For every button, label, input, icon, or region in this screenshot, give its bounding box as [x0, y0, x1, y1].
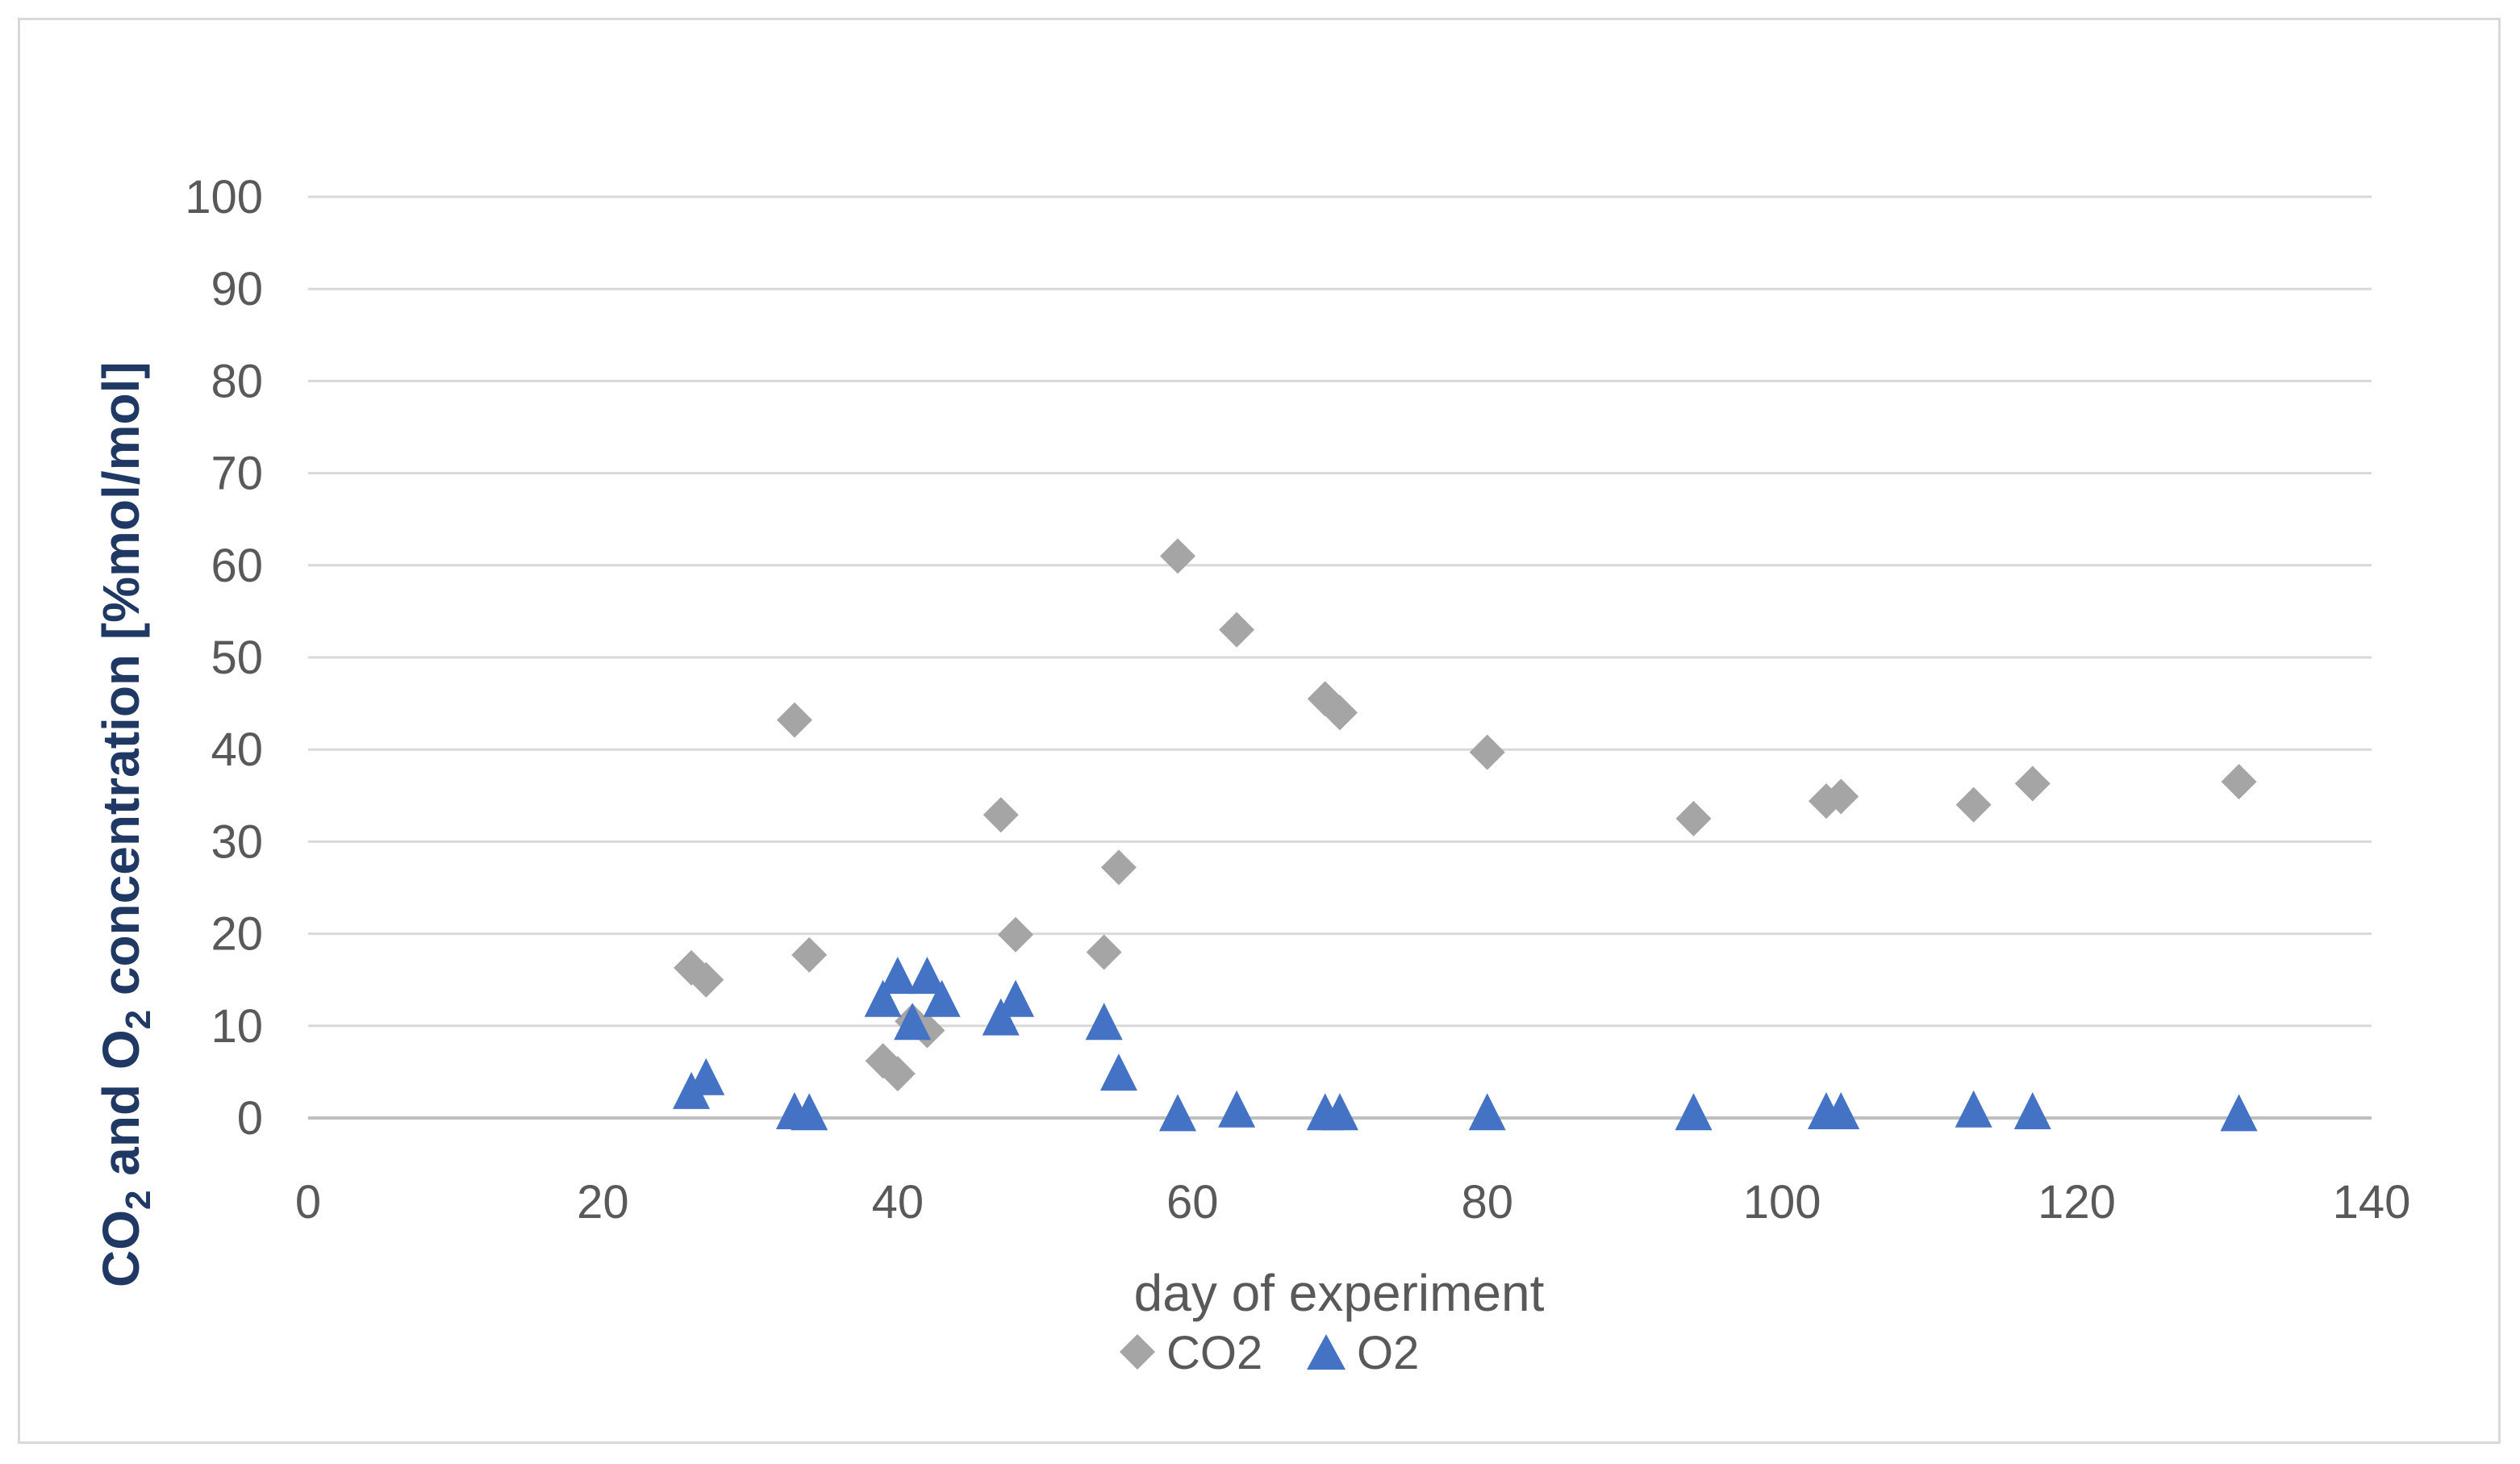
legend-co2-diamond-icon [1120, 1334, 1155, 1370]
gridlines [308, 195, 2372, 1120]
y-tick-label-40: 40 [211, 724, 263, 776]
co2-point-11 [1100, 849, 1137, 886]
legend-co2-label: CO2 [1166, 1327, 1262, 1379]
series-layer [673, 538, 2258, 1132]
co2-point-12 [1160, 538, 1196, 574]
co2-point-21 [2014, 765, 2051, 802]
o2-point-4 [864, 979, 902, 1017]
x-tick-label-20: 20 [577, 1176, 629, 1228]
o2-point-5 [878, 957, 916, 995]
o2-point-3 [791, 1093, 828, 1131]
o2-point-22 [2013, 1092, 2051, 1130]
y-tick-label-80: 80 [211, 355, 263, 407]
o2-point-23 [2220, 1094, 2258, 1132]
y-tick-label-60: 60 [211, 540, 263, 592]
series-o2 [673, 957, 2258, 1132]
x-tick-label-120: 120 [2038, 1176, 2116, 1228]
o2-point-13 [1159, 1094, 1197, 1132]
x-tick-label-80: 80 [1461, 1176, 1513, 1228]
y-axis-title: CO2 and O2 concentration [%mol/mol] [92, 361, 158, 1287]
o2-point-11 [1085, 1003, 1123, 1041]
o2-point-18 [1675, 1093, 1713, 1131]
co2-point-13 [1219, 611, 1255, 648]
x-tick-label-100: 100 [1743, 1176, 1821, 1228]
co2-point-22 [2221, 764, 2257, 800]
o2-point-21 [1955, 1090, 1992, 1128]
x-tick-label-0: 0 [295, 1176, 321, 1228]
legend-o2-label: O2 [1357, 1327, 1419, 1379]
co2-point-2 [776, 702, 812, 738]
x-tick-label-60: 60 [1166, 1176, 1219, 1228]
co2-point-16 [1469, 734, 1505, 770]
series-co2 [674, 538, 2257, 1092]
co2-point-20 [1955, 786, 1992, 823]
y-tick-label-0: 0 [237, 1092, 263, 1145]
o2-point-17 [1468, 1093, 1506, 1131]
o2-point-20 [1822, 1092, 1860, 1130]
o2-point-6 [894, 1003, 932, 1041]
o2-point-10 [997, 979, 1035, 1017]
co2-point-17 [1675, 800, 1712, 836]
o2-point-7 [908, 957, 946, 995]
co2-point-8 [983, 797, 1019, 833]
y-axis-ticks: 0 10 20 30 40 50 60 70 80 90 100 [185, 171, 263, 1145]
x-axis-title: day of experiment [1134, 1264, 1545, 1322]
y-tick-label-100: 100 [185, 171, 263, 223]
o2-point-16 [1321, 1093, 1358, 1131]
legend-item-o2: O2 [1307, 1327, 1419, 1379]
x-axis-ticks: 0 20 40 60 80 100 120 140 [295, 1176, 2411, 1228]
o2-point-14 [1218, 1090, 1256, 1128]
co2-point-9 [998, 916, 1034, 953]
o2-point-8 [923, 979, 961, 1017]
chart-frame [18, 18, 2501, 1444]
y-tick-label-50: 50 [211, 632, 263, 684]
o2-point-12 [1099, 1053, 1137, 1091]
y-tick-label-10: 10 [211, 1000, 263, 1053]
x-tick-label-40: 40 [872, 1176, 924, 1228]
co2-point-3 [791, 936, 828, 973]
co2-point-1 [688, 961, 724, 998]
co2-point-15 [1322, 694, 1358, 731]
co2-point-5 [879, 1056, 916, 1092]
y-tick-label-90: 90 [211, 263, 263, 315]
co2-point-10 [1086, 934, 1122, 970]
o2-point-1 [687, 1057, 725, 1095]
y-tick-label-20: 20 [211, 908, 263, 961]
x-tick-label-140: 140 [2333, 1176, 2411, 1228]
y-tick-label-30: 30 [211, 815, 263, 868]
legend-o2-triangle-icon [1307, 1334, 1346, 1370]
y-tick-label-70: 70 [211, 448, 263, 500]
legend: CO2 O2 [1120, 1327, 1419, 1379]
co2-point-19 [1823, 778, 1859, 815]
legend-item-co2: CO2 [1120, 1327, 1262, 1379]
